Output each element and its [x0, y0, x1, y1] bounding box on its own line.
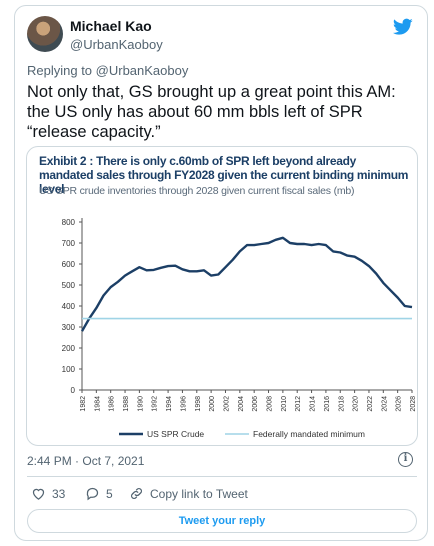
reply-count: 5	[106, 486, 113, 501]
y-tick-label: 400	[62, 302, 76, 311]
x-tick-label: 1982	[80, 396, 87, 412]
x-tick-label: 1996	[180, 396, 187, 412]
reply-bubble-icon	[86, 487, 99, 501]
x-tick-label: 2012	[295, 396, 302, 412]
x-tick-label: 2016	[324, 396, 331, 412]
chart-title: Exhibit 2 : There is only c.60mb of SPR …	[39, 154, 409, 196]
y-tick-label: 500	[62, 281, 76, 290]
x-tick-label: 2008	[267, 396, 274, 412]
copy-link-label: Copy link to Tweet	[150, 486, 248, 501]
x-tick-label: 2026	[396, 396, 403, 412]
replying-to: Replying to @UrbanKaoboy	[27, 63, 188, 78]
x-tick-label: 2020	[353, 396, 360, 412]
heart-icon	[32, 488, 45, 500]
x-tick-label: 2018	[338, 396, 345, 412]
author-handle[interactable]: @UrbanKaoboy	[70, 37, 163, 52]
y-tick-label: 100	[62, 365, 76, 374]
x-tick-label: 2010	[281, 396, 288, 412]
legend-label: Federally mandated minimum	[253, 429, 365, 439]
x-tick-label: 2028	[410, 396, 417, 412]
reply-handle-link[interactable]: @UrbanKaoboy	[95, 63, 189, 78]
author-name[interactable]: Michael Kao	[70, 18, 152, 34]
tweet-reply-button[interactable]: Tweet your reply	[27, 509, 417, 533]
x-tick-label: 1990	[137, 396, 144, 412]
copy-link-action[interactable]: Copy link to Tweet	[129, 486, 248, 501]
reply-prefix: Replying to	[27, 63, 96, 78]
chart-subtitle: US SPR crude inventories through 2028 gi…	[39, 185, 355, 197]
x-tick-label: 2006	[252, 396, 259, 412]
y-tick-label: 600	[62, 260, 76, 269]
x-tick-label: 1998	[195, 396, 202, 412]
tweet-text: Not only that, GS brought up a great poi…	[27, 83, 396, 141]
x-tick-label: 2002	[223, 396, 230, 412]
twitter-bird-icon[interactable]	[393, 18, 413, 36]
x-tick-label: 2022	[367, 396, 374, 412]
legend-label: US SPR Crude	[147, 429, 204, 439]
y-tick-label: 200	[62, 344, 76, 353]
reply-action[interactable]: 5	[85, 486, 113, 501]
line-chart: 800 700 600 500 400 300 200 100 0 1982 1984 1986 198…	[62, 218, 417, 439]
link-icon	[131, 488, 142, 499]
like-action[interactable]: 33	[31, 486, 65, 501]
y-tick-label: 800	[62, 218, 76, 227]
avatar[interactable]	[27, 16, 63, 52]
tweet-media-chart[interactable]: Exhibit 2 : There is only c.60mb of SPR …	[26, 146, 418, 446]
x-tick-label: 2004	[238, 396, 245, 412]
x-tick-label: 2000	[209, 396, 216, 412]
y-tick-label: 300	[62, 323, 76, 332]
divider	[27, 476, 417, 477]
tweet-card: Michael Kao @UrbanKaoboy Replying to @Ur…	[14, 5, 428, 541]
x-tick-label: 1984	[94, 396, 101, 412]
like-count: 33	[52, 486, 66, 501]
y-tick-label: 0	[71, 386, 76, 395]
x-tick-label: 1992	[152, 396, 159, 412]
info-icon[interactable]: i	[398, 452, 413, 467]
tweet-timestamp[interactable]: 2:44 PM · Oct 7, 2021	[27, 454, 145, 468]
x-tick-label: 1994	[166, 396, 173, 412]
x-tick-label: 2014	[310, 396, 317, 412]
x-tick-label: 2024	[381, 396, 388, 412]
series-line-spr-crude	[80, 236, 413, 332]
x-tick-label: 1988	[123, 396, 130, 412]
x-tick-label: 1986	[109, 396, 116, 412]
y-tick-label: 700	[62, 239, 76, 248]
